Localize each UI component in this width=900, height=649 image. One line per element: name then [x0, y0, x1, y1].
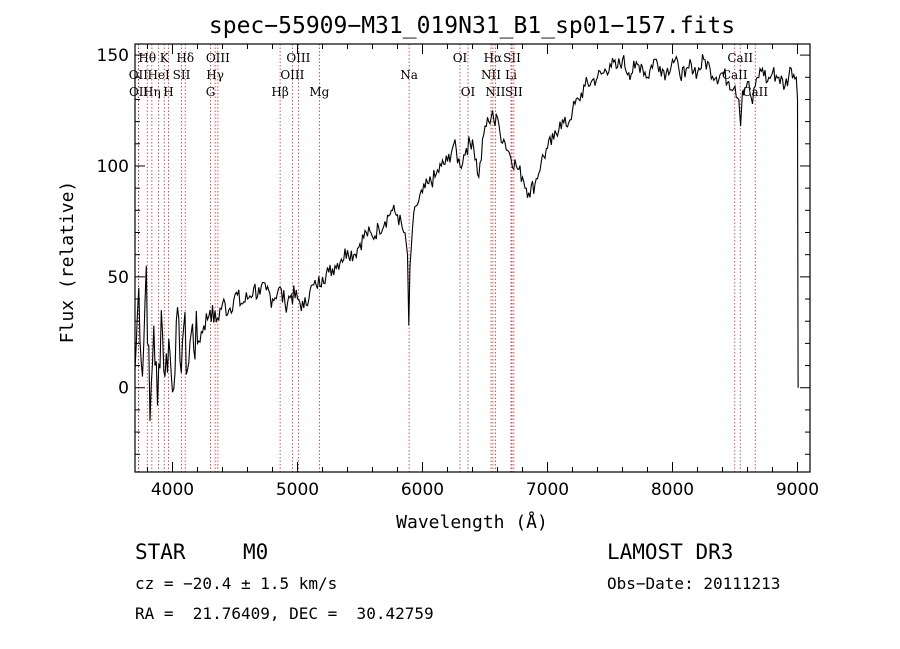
x-tick-label: 9000: [776, 480, 819, 500]
spectral-line-label: Hα: [484, 51, 503, 65]
spectral-line-label: Hη: [143, 85, 161, 99]
x-axis-label: Wavelength (Å): [396, 511, 548, 533]
spectral-line-label: SII: [505, 85, 523, 99]
spectrum-line: [134, 54, 799, 422]
y-tick-label: 150: [97, 46, 129, 66]
plot-frame: [134, 43, 811, 473]
spectral-line-label: K: [160, 51, 170, 65]
y-tick-label: 100: [97, 157, 129, 177]
y-tick-label: 50: [107, 268, 129, 288]
redshift-velocity: cz = −20.4 ± 1.5 km/s: [135, 574, 338, 593]
spectral-line-label: OIII: [286, 51, 310, 65]
x-tick-label: 8000: [651, 480, 694, 500]
chart-title: spec−55909−M31_019N31_B1_sp01−157.fits: [209, 13, 735, 39]
spectral-line-label: G: [206, 85, 216, 99]
spectral-line-label: CaII: [727, 51, 753, 65]
spectral-line-label: CaII: [742, 85, 768, 99]
x-tick-label: 4000: [151, 480, 194, 500]
spectral-line-label: OII: [129, 85, 149, 99]
x-tick-label: 6000: [401, 480, 444, 500]
spectral-line-label: Na: [400, 68, 418, 82]
spectral-line-label: Hγ: [206, 68, 224, 82]
spectral-line-label: Hδ: [176, 51, 194, 65]
x-tick-label: 5000: [276, 480, 319, 500]
observation-date: Obs−Date: 20111213: [607, 574, 781, 593]
spectral-line-label: Hβ: [271, 85, 288, 99]
spectral-line-label: OI: [453, 51, 468, 65]
spectral-line-label: HeI: [147, 68, 170, 82]
spectral-line-label: OII: [129, 68, 149, 82]
y-tick-label: 0: [118, 379, 129, 399]
spectral-line-label: SII: [503, 51, 521, 65]
spectral-line-label: NII: [481, 68, 501, 82]
spectral-line-label: SII: [173, 68, 191, 82]
spectral-line-label: NII: [485, 85, 505, 99]
survey-name: LAMOST DR3: [607, 540, 734, 564]
spectral-line-label: OIII: [280, 68, 304, 82]
spectral-line-label: Mg: [309, 85, 329, 99]
axis-ticks: 4000 5000 6000 7000 8000 9000 0 50 100 150: [97, 44, 819, 500]
coordinates: RA = 21.76409, DEC = 30.42759: [135, 604, 434, 623]
subclass: M0: [243, 540, 269, 564]
spectral-line-label: OI: [461, 85, 476, 99]
spectral-line-label: Hθ: [138, 51, 156, 65]
spectral-line-label: OIII: [206, 51, 230, 65]
x-tick-label: 7000: [526, 480, 569, 500]
spectral-line-label: H: [163, 85, 173, 99]
spectral-line-label: CaII: [722, 68, 748, 82]
object-class: STAR: [135, 540, 186, 564]
y-axis-label: Flux (relative): [57, 181, 78, 344]
spectral-line-label: Li: [505, 68, 517, 82]
